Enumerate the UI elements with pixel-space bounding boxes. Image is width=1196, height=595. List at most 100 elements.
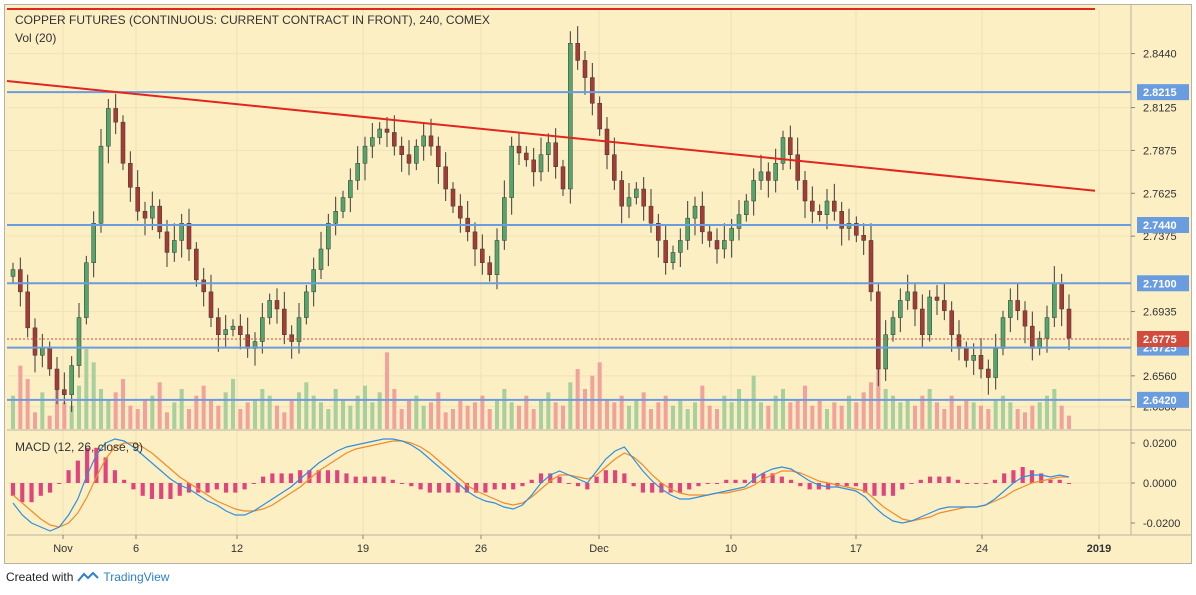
macd-histogram-bar bbox=[909, 483, 914, 484]
macd-histogram-bar bbox=[992, 479, 997, 483]
candle-body bbox=[780, 137, 786, 164]
candle-body bbox=[773, 163, 778, 181]
macd-histogram-bar bbox=[751, 473, 757, 483]
volume-bar bbox=[516, 405, 522, 429]
volume-bar bbox=[810, 405, 815, 429]
y-tick-label: 2.6560 bbox=[1143, 371, 1177, 383]
volume-bar bbox=[832, 402, 837, 429]
x-tick-label: 17 bbox=[850, 543, 862, 555]
candle-body bbox=[883, 334, 888, 370]
macd-histogram-bar bbox=[140, 483, 145, 496]
volume-bar bbox=[663, 395, 668, 429]
macd-histogram-bar bbox=[214, 483, 219, 490]
x-tick-label: 10 bbox=[725, 543, 737, 555]
macd-histogram-bar bbox=[733, 479, 738, 483]
volume-bar bbox=[898, 402, 903, 429]
macd-histogram-bar bbox=[770, 473, 775, 483]
volume-bar bbox=[399, 409, 404, 429]
candle-body bbox=[25, 291, 30, 329]
candle-body bbox=[641, 188, 646, 207]
x-tick-label: Nov bbox=[53, 543, 73, 555]
candle-body bbox=[692, 205, 698, 219]
candle-body bbox=[1052, 283, 1057, 318]
volume-bar bbox=[773, 395, 778, 429]
candle-body bbox=[993, 348, 998, 378]
volume-bar bbox=[113, 392, 118, 429]
macd-histogram-bar bbox=[94, 447, 99, 483]
candle-body bbox=[736, 214, 742, 229]
volume-bar bbox=[69, 405, 74, 429]
macd-histogram-bar bbox=[863, 483, 868, 493]
candle-body bbox=[707, 231, 712, 241]
volume-bar bbox=[311, 395, 316, 429]
candle-body bbox=[223, 329, 228, 335]
volume-bar bbox=[971, 402, 976, 429]
volume-bar bbox=[465, 405, 470, 429]
last-price-label: 2.6775 bbox=[1143, 334, 1177, 346]
macd-histogram-bar bbox=[307, 470, 312, 483]
volume-bar bbox=[1008, 402, 1013, 429]
macd-histogram-bar bbox=[1057, 479, 1062, 483]
volume-bar bbox=[993, 399, 998, 429]
macd-histogram-bar bbox=[344, 473, 349, 483]
candle-body bbox=[934, 296, 940, 301]
volume-bar bbox=[692, 402, 698, 429]
macd-histogram-bar bbox=[47, 483, 53, 493]
x-tick-label: 24 bbox=[976, 543, 988, 555]
volume-bar bbox=[76, 385, 82, 429]
macd-histogram-bar bbox=[946, 476, 951, 483]
volume-bar bbox=[91, 362, 96, 429]
candle-body bbox=[1000, 317, 1006, 349]
volume-bar bbox=[260, 389, 265, 429]
y-tick-label: 2.6935 bbox=[1143, 307, 1177, 319]
candle-body bbox=[678, 240, 683, 253]
volume-bar bbox=[304, 382, 309, 429]
tradingview-link[interactable]: TradingView bbox=[103, 570, 170, 584]
candle-body bbox=[164, 231, 170, 253]
volume-bar bbox=[788, 402, 793, 429]
volume-bar bbox=[326, 409, 331, 429]
volume-bar bbox=[802, 385, 808, 429]
candle-body bbox=[758, 171, 764, 181]
chart-title: COPPER FUTURES (CONTINUOUS: CURRENT CONT… bbox=[15, 13, 490, 27]
volume-bar bbox=[758, 402, 764, 429]
candle-body bbox=[113, 108, 118, 123]
candle-body bbox=[282, 308, 287, 335]
macd-histogram-bar bbox=[223, 483, 229, 493]
candle-body bbox=[898, 300, 903, 318]
volume-bar bbox=[964, 399, 969, 429]
macd-histogram-bar bbox=[464, 483, 469, 493]
macd-histogram-bar bbox=[668, 483, 673, 493]
last-price-label-bg bbox=[1137, 331, 1189, 347]
candle-body bbox=[582, 60, 588, 78]
volume-bar bbox=[494, 399, 500, 429]
volume-bar bbox=[98, 389, 104, 429]
candle-body bbox=[876, 291, 881, 370]
macd-histogram-bar bbox=[844, 483, 849, 487]
volume-bar bbox=[1059, 405, 1064, 429]
macd-histogram-bar bbox=[186, 483, 192, 493]
volume-bar bbox=[450, 409, 456, 429]
tradingview-logo-icon[interactable] bbox=[77, 571, 100, 583]
macd-histogram-bar bbox=[455, 483, 460, 493]
candle-body bbox=[480, 248, 485, 263]
candle-body bbox=[201, 279, 206, 293]
candle-body bbox=[663, 240, 668, 263]
volume-bar bbox=[333, 389, 338, 429]
candle-body bbox=[568, 43, 573, 190]
volume-bar bbox=[384, 352, 390, 429]
volume-bar bbox=[839, 405, 844, 429]
volume-bar bbox=[414, 395, 419, 429]
chart-svg: 2.8440 2.8125 2.7875 2.7625 2.7375 2.6935 2.65… bbox=[6, 5, 1191, 555]
candle-body bbox=[634, 188, 639, 198]
candle-body bbox=[406, 154, 412, 164]
macd-histogram-bar bbox=[779, 476, 784, 483]
volume-bar bbox=[355, 395, 360, 429]
candle-body bbox=[472, 231, 478, 250]
volume-bar bbox=[436, 392, 441, 429]
volume-bar bbox=[700, 385, 705, 429]
macd-histogram-bar bbox=[251, 483, 256, 484]
volume-bar bbox=[472, 402, 478, 429]
candle-body bbox=[62, 389, 67, 395]
candle-body bbox=[47, 348, 52, 370]
